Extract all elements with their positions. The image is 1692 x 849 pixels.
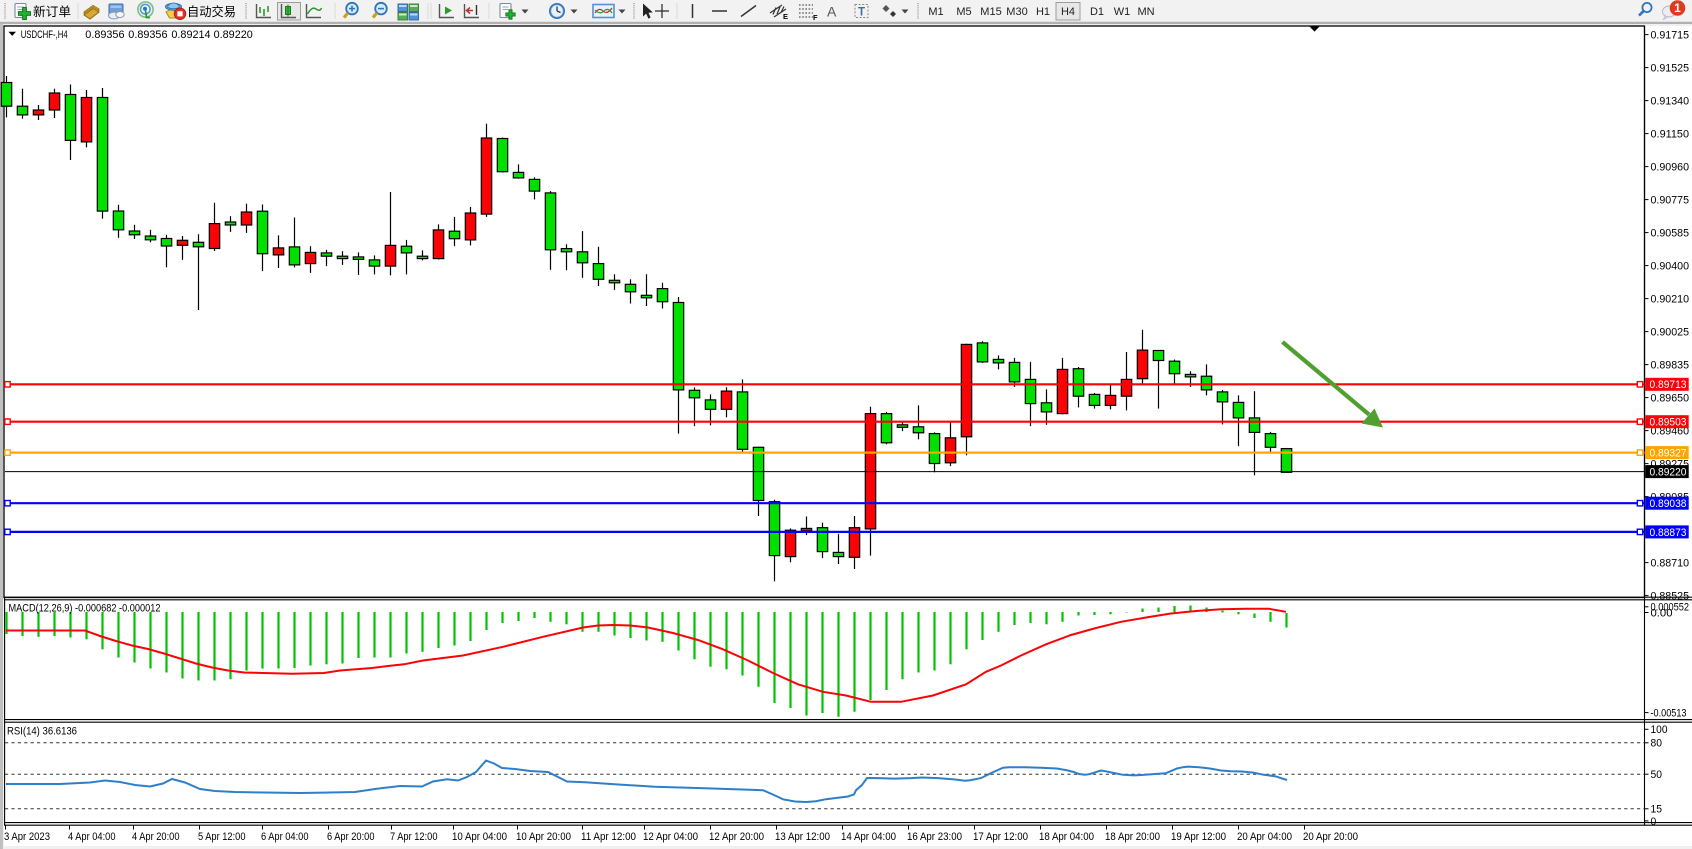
svg-text:15: 15 xyxy=(1651,804,1663,816)
svg-text:0.88525: 0.88525 xyxy=(1651,591,1690,603)
svg-text:18 Apr 20:00: 18 Apr 20:00 xyxy=(1105,831,1160,843)
svg-text:12 Apr 04:00: 12 Apr 04:00 xyxy=(643,831,698,843)
svg-text:10 Apr 20:00: 10 Apr 20:00 xyxy=(516,831,571,843)
svg-text:0.89503: 0.89503 xyxy=(1650,417,1687,429)
svg-text:6 Apr 20:00: 6 Apr 20:00 xyxy=(327,831,375,843)
svg-text:0.89220: 0.89220 xyxy=(1650,467,1687,479)
svg-text:0.89327: 0.89327 xyxy=(1650,448,1687,460)
svg-text:T: T xyxy=(858,7,865,19)
svg-text:0.89356: 0.89356 xyxy=(128,29,167,41)
svg-text:0.89356: 0.89356 xyxy=(85,29,124,41)
svg-text:0.88873: 0.88873 xyxy=(1650,527,1687,539)
svg-text:6 Apr 04:00: 6 Apr 04:00 xyxy=(261,831,309,843)
svg-text:-0.00513: -0.00513 xyxy=(1651,708,1687,720)
svg-text:11 Apr 12:00: 11 Apr 12:00 xyxy=(581,831,636,843)
svg-text:14 Apr 04:00: 14 Apr 04:00 xyxy=(841,831,896,843)
svg-text:12 Apr 20:00: 12 Apr 20:00 xyxy=(709,831,764,843)
svg-text:7 Apr 12:00: 7 Apr 12:00 xyxy=(390,831,438,843)
svg-text:0.91715: 0.91715 xyxy=(1651,30,1690,42)
svg-text:10 Apr 04:00: 10 Apr 04:00 xyxy=(452,831,507,843)
svg-text:0.89835: 0.89835 xyxy=(1651,360,1690,372)
svg-text:4 Apr 04:00: 4 Apr 04:00 xyxy=(68,831,116,843)
svg-text:0.88710: 0.88710 xyxy=(1651,558,1690,570)
svg-text:0.90775: 0.90775 xyxy=(1651,195,1690,207)
svg-text:80: 80 xyxy=(1651,738,1663,750)
svg-text:自动交易: 自动交易 xyxy=(187,4,236,19)
svg-text:H1: H1 xyxy=(1036,6,1050,18)
svg-text:A: A xyxy=(827,4,837,20)
svg-text:W1: W1 xyxy=(1114,6,1131,18)
svg-text:0: 0 xyxy=(1651,816,1657,828)
svg-text:16 Apr 23:00: 16 Apr 23:00 xyxy=(907,831,962,843)
svg-text:MACD(12,26,9) -0.000682 -0.000: MACD(12,26,9) -0.000682 -0.000012 xyxy=(9,603,161,615)
svg-text:0.90025: 0.90025 xyxy=(1651,327,1690,339)
svg-text:20 Apr 20:00: 20 Apr 20:00 xyxy=(1303,831,1358,843)
svg-text:20 Apr 04:00: 20 Apr 04:00 xyxy=(1237,831,1292,843)
svg-text:M30: M30 xyxy=(1006,6,1027,18)
svg-text:0.89038: 0.89038 xyxy=(1650,498,1687,510)
svg-text:0.000552: 0.000552 xyxy=(1651,602,1690,614)
svg-text:MN: MN xyxy=(1137,6,1154,18)
svg-text:USDCHF-,H4: USDCHF-,H4 xyxy=(21,29,68,41)
svg-text:100: 100 xyxy=(1651,724,1668,736)
svg-text:0.90210: 0.90210 xyxy=(1651,294,1690,306)
svg-text:0.90585: 0.90585 xyxy=(1651,228,1690,240)
svg-text:F: F xyxy=(813,13,818,22)
svg-text:0.89460: 0.89460 xyxy=(1651,426,1690,438)
svg-text:0.00: 0.00 xyxy=(1651,607,1673,619)
svg-text:0.90400: 0.90400 xyxy=(1651,261,1690,273)
svg-text:0.91525: 0.91525 xyxy=(1651,63,1690,75)
svg-text:0.89214: 0.89214 xyxy=(171,29,210,41)
svg-text:0.89650: 0.89650 xyxy=(1651,393,1690,405)
svg-text:17 Apr 12:00: 17 Apr 12:00 xyxy=(973,831,1028,843)
svg-text:0.91150: 0.91150 xyxy=(1651,129,1690,141)
svg-text:1: 1 xyxy=(1674,1,1681,15)
svg-text:3 Apr 2023: 3 Apr 2023 xyxy=(4,831,50,843)
svg-text:13 Apr 12:00: 13 Apr 12:00 xyxy=(775,831,830,843)
svg-text:M1: M1 xyxy=(928,6,943,18)
svg-text:M15: M15 xyxy=(980,6,1001,18)
svg-text:H4: H4 xyxy=(1061,6,1075,18)
svg-text:5 Apr 12:00: 5 Apr 12:00 xyxy=(198,831,246,843)
svg-text:RSI(14) 36.6136: RSI(14) 36.6136 xyxy=(7,725,77,737)
svg-text:4 Apr 20:00: 4 Apr 20:00 xyxy=(132,831,180,843)
svg-text:19 Apr 12:00: 19 Apr 12:00 xyxy=(1171,831,1226,843)
svg-text:50: 50 xyxy=(1651,769,1663,781)
svg-text:E: E xyxy=(783,12,788,21)
svg-text:新订单: 新订单 xyxy=(33,4,71,19)
svg-text:M5: M5 xyxy=(956,6,971,18)
svg-text:0.90960: 0.90960 xyxy=(1651,162,1690,174)
svg-text:0.89220: 0.89220 xyxy=(214,29,253,41)
svg-text:0.89713: 0.89713 xyxy=(1650,379,1687,391)
svg-text:18 Apr 04:00: 18 Apr 04:00 xyxy=(1039,831,1094,843)
svg-text:D1: D1 xyxy=(1090,6,1104,18)
svg-text:0.91340: 0.91340 xyxy=(1651,96,1690,108)
